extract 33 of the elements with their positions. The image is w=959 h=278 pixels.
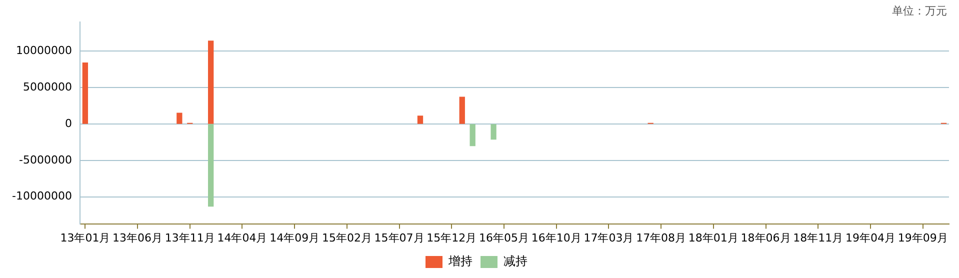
x-tick-label: 13年11月 xyxy=(164,231,215,244)
legend-label: 减持 xyxy=(504,254,528,268)
bar xyxy=(490,124,496,140)
x-tick-label: 17年03月 xyxy=(584,231,634,244)
x-tick-label: 19年09月 xyxy=(898,231,948,244)
y-tick-label: -10000000 xyxy=(12,190,72,203)
bar xyxy=(208,124,214,207)
x-tick-label: 14年04月 xyxy=(217,231,268,244)
x-tick-label: 15年07月 xyxy=(374,231,424,244)
x-tick-label: 16年10月 xyxy=(531,231,582,244)
y-tick-label: 5000000 xyxy=(22,80,72,94)
x-tick-label: 18年01月 xyxy=(688,231,738,244)
y-tick-label: 0 xyxy=(64,116,72,130)
x-tick-label: 17年08月 xyxy=(636,231,686,244)
text: 单位：万元 xyxy=(892,4,947,18)
bar xyxy=(459,96,465,124)
legend-label: 增持 xyxy=(448,254,472,268)
x-tick-label: 13年01月 xyxy=(60,231,110,244)
bar xyxy=(176,112,182,124)
bar xyxy=(417,116,424,124)
bar xyxy=(82,62,88,124)
x-tick-label: 19年04月 xyxy=(845,231,896,244)
x-tick-label: 16年05月 xyxy=(479,231,530,244)
x-tick-label: 15年12月 xyxy=(426,231,477,244)
y-tick-label: 10000000 xyxy=(16,44,72,57)
x-tick-label: 13年06月 xyxy=(112,231,163,244)
y-tick-label: -5000000 xyxy=(18,153,72,166)
x-tick-label: 18年11月 xyxy=(793,231,844,244)
x-tick-label: 18年06月 xyxy=(740,231,791,244)
x-tick-label: 15年02月 xyxy=(322,231,372,244)
bar xyxy=(208,40,214,124)
bar xyxy=(470,124,476,146)
x-tick-label: 14年09月 xyxy=(270,231,320,244)
